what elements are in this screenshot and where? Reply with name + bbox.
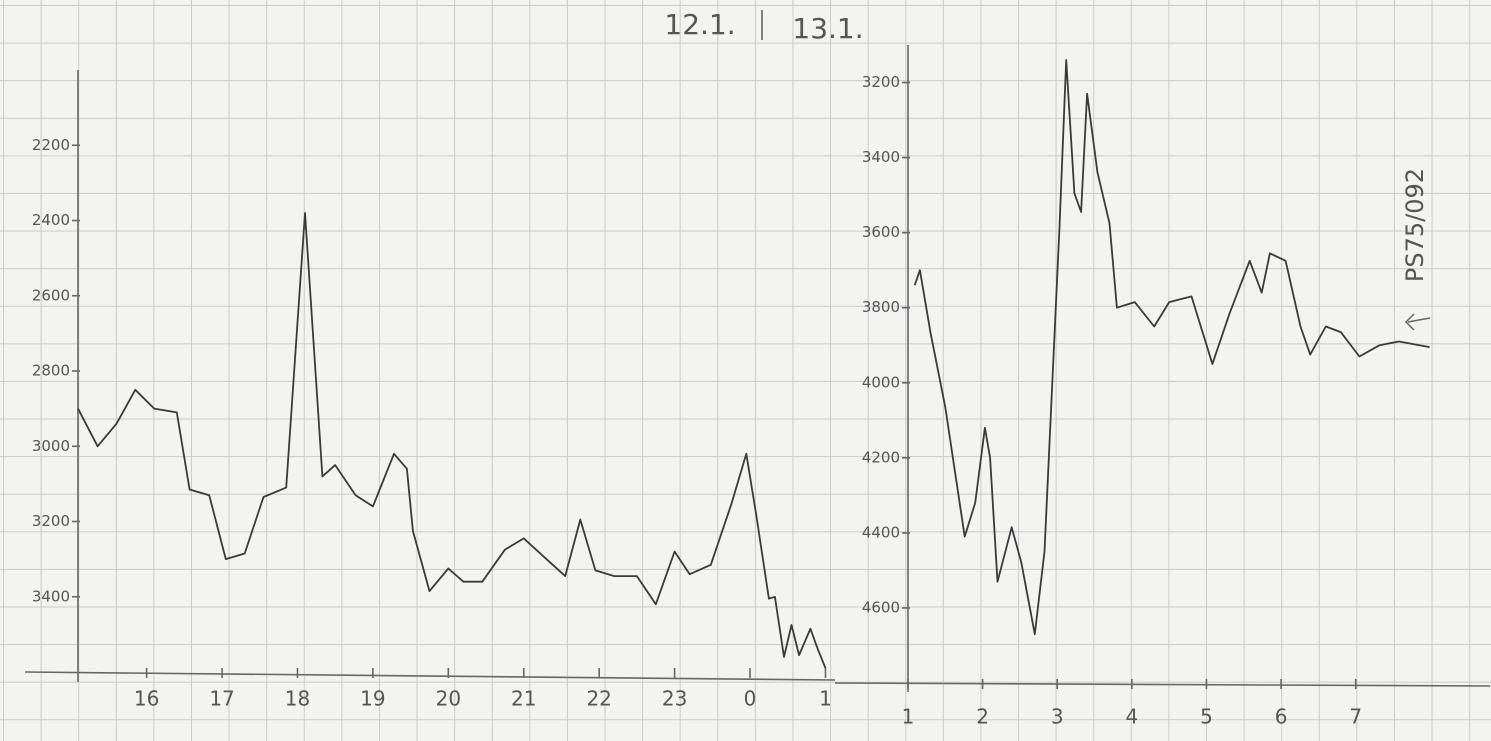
y-tick-label: 2600 xyxy=(32,286,70,304)
x-tick-label: 1 xyxy=(902,705,915,729)
annotation: PS75/092 xyxy=(1401,168,1429,282)
date-left: 12.1. xyxy=(664,8,735,41)
x-tick-label: 0 xyxy=(744,687,757,711)
x-tick-label: 19 xyxy=(360,687,385,711)
y-tick-label: 3200 xyxy=(862,73,900,91)
y-tick-label: 2800 xyxy=(32,362,70,380)
x-tick-label: 20 xyxy=(436,687,461,711)
x-tick-label: 22 xyxy=(586,687,611,711)
date-right: 13.1. xyxy=(792,12,863,45)
y-tick-label: 4400 xyxy=(862,523,900,541)
x-tick-label: 6 xyxy=(1275,705,1288,729)
y-tick-label: 4200 xyxy=(862,448,900,466)
x-axis-left xyxy=(24,671,836,681)
x-axis-right xyxy=(834,682,1491,687)
y-tick-label: 3000 xyxy=(32,437,70,455)
y-tick-label: 3200 xyxy=(32,512,70,530)
x-tick-label: 1 xyxy=(819,687,832,711)
x-tick-label: 16 xyxy=(134,687,159,711)
x-tick-label: 2 xyxy=(976,705,989,729)
x-tick-label: 3 xyxy=(1051,705,1064,729)
y-tick-label: 3400 xyxy=(862,148,900,166)
y-tick-label: 2200 xyxy=(32,136,70,154)
x-tick-label: 7 xyxy=(1349,705,1362,729)
x-tick-label: 23 xyxy=(662,687,687,711)
x-tick-label: 18 xyxy=(285,687,310,711)
data-line xyxy=(77,212,827,669)
y-tick-label: 3800 xyxy=(862,298,900,316)
x-tick-label: 4 xyxy=(1125,705,1138,729)
y-tick-label: 2400 xyxy=(32,211,70,229)
x-tick-label: 5 xyxy=(1200,705,1213,729)
data-line xyxy=(913,59,1430,636)
annotation-arrow xyxy=(1404,313,1431,331)
x-tick-label: 21 xyxy=(511,687,536,711)
y-tick-label: 3400 xyxy=(32,587,70,605)
y-tick-label: 3600 xyxy=(862,223,900,241)
y-tick-label: 4600 xyxy=(862,598,900,616)
y-tick-label: 4000 xyxy=(862,373,900,391)
x-tick-label: 17 xyxy=(209,687,234,711)
